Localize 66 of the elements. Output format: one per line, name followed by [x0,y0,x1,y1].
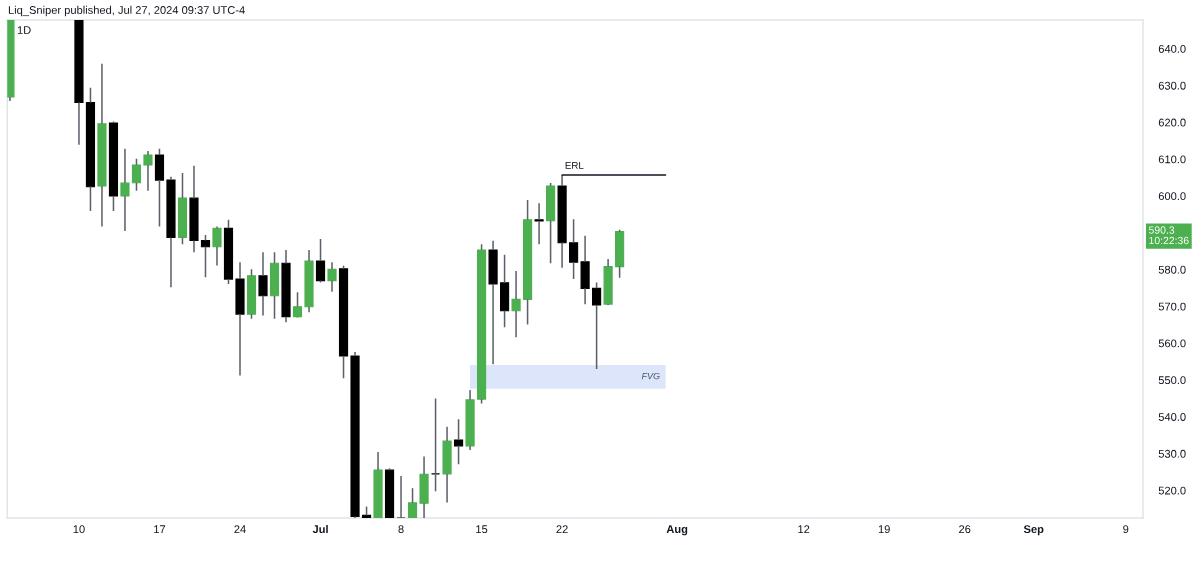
candlestick [315,238,326,284]
candlestick [499,254,510,329]
candlestick [97,63,107,228]
candlestick [258,251,268,317]
candlestick [235,261,245,377]
x-tick-label: Jul [312,524,328,534]
candlestick [592,281,602,370]
candlestick [189,164,199,254]
x-tick-label: 15 [476,525,488,534]
candlestick [419,455,429,518]
candlestick [281,249,291,323]
chart-title: Liq_Sniper published, Jul 27, 2024 09:37 UTC-4 [8,5,245,17]
candlestick [442,425,452,504]
candlestick [534,202,544,245]
y-tick-label: 570.0 [1158,302,1186,311]
x-tick-label: 9 [1123,525,1129,534]
y-tick-label: 560.0 [1158,339,1186,348]
text: FVG [641,372,660,380]
candlestick [350,351,360,518]
candlestick [304,249,314,314]
candlestick [580,234,590,305]
candlestick [7,20,15,102]
candlestick [154,148,165,228]
x-tick-label: Aug [666,525,688,536]
candlestick [465,389,475,451]
candlestick [338,265,349,379]
x-tick-label: 24 [234,525,246,533]
y-tick-label: 530.0 [1158,449,1186,458]
x-tick-label: 22 [556,525,568,533]
candlestick [143,150,153,192]
candlestick [522,199,533,326]
y-tick-label: 620.0 [1158,118,1186,127]
x-tick-label: 12 [798,525,810,533]
y-tick-label: 600.0 [1158,192,1186,201]
y-tick-label: 630.0 [1158,81,1186,90]
x-tick-label: 17 [154,525,166,533]
candlestick [603,258,613,305]
text: 590.3 10:22:36 [1148,226,1189,245]
candlestick [453,418,464,466]
chart-subtitle: 1D [17,26,31,34]
candlestick [269,251,280,320]
candlestick [212,225,222,267]
y-tick-label: 550.0 [1158,376,1186,385]
series-label: ERL [565,162,584,169]
x-tick-label: 10 [73,525,85,534]
candlestick [85,86,96,212]
y-tick-label: 520.0 [1158,486,1186,495]
candlestick [74,20,84,146]
candlestick [166,176,176,288]
candlestick [177,172,188,245]
candlestick [488,240,498,365]
y-tick-label: 580.0 [1158,265,1186,274]
candlestick [511,270,521,339]
x-tick-label: 8 [398,525,404,534]
y-tick-label: 610.0 [1158,155,1186,164]
y-tick-label: 640.0 [1158,44,1186,53]
x-tick-label: Sep [1023,525,1044,536]
candlestick [120,148,130,232]
candlestick [569,218,579,280]
x-tick-label: 19 [878,525,890,534]
candlestick [546,182,556,265]
candlestick [200,234,211,279]
x-tick-label: 26 [959,525,971,534]
candlestick [327,261,337,293]
candlestick [557,174,567,269]
y-tick-label: 540.0 [1158,413,1186,421]
